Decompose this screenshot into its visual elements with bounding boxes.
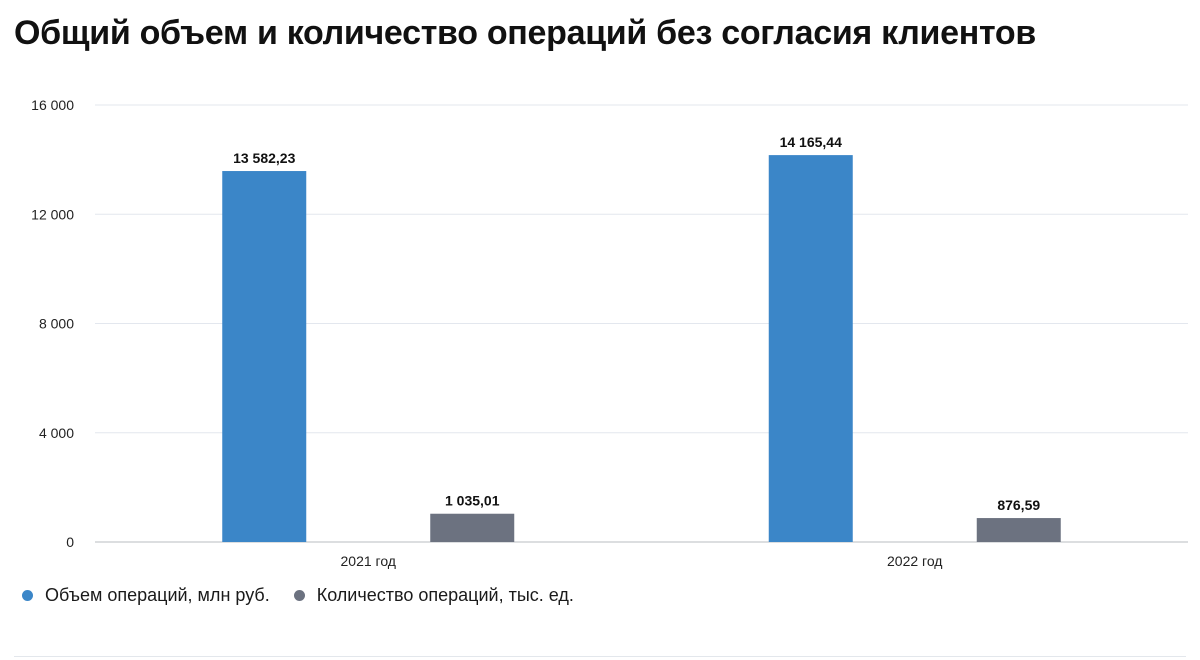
legend-marker-count <box>293 590 305 601</box>
legend-label-count: Количество операций, тыс. ед. <box>316 585 574 605</box>
data-label: 14 165,44 <box>780 134 842 150</box>
legend-label-volume: Объем операций, млн руб. <box>45 585 270 605</box>
legend-marker-volume <box>22 590 33 601</box>
legend-item-volume[interactable]: Объем операций, млн руб. <box>22 585 270 606</box>
bar-chart: 0 4 000 8 000 12 000 16 000 13 582,23 1 035,01… <box>31 97 1188 569</box>
data-label: 876,59 <box>997 497 1040 513</box>
y-tick-label: 12 000 <box>31 206 74 222</box>
data-label: 13 582,23 <box>233 150 295 166</box>
footer-divider <box>14 656 1186 657</box>
data-label: 1 035,01 <box>445 493 500 509</box>
y-tick-label: 0 <box>66 534 74 550</box>
bar-count-0 <box>430 513 515 542</box>
bar-count-1 <box>976 518 1061 542</box>
chart-legend: Объем операций, млн руб. Количество опер… <box>22 585 598 606</box>
x-tick-label: 2021 год <box>341 553 396 569</box>
y-tick-label: 8 000 <box>39 316 74 332</box>
y-tick-label: 16 000 <box>31 97 74 113</box>
legend-item-count[interactable]: Количество операций, тыс. ед. <box>293 585 574 606</box>
y-tick-label: 4 000 <box>39 425 74 441</box>
bar-volume-1 <box>768 155 853 542</box>
chart-title: Общий объем и количество операций без со… <box>14 14 1036 52</box>
x-tick-label: 2022 год <box>887 553 942 569</box>
bar-volume-0 <box>222 171 307 542</box>
